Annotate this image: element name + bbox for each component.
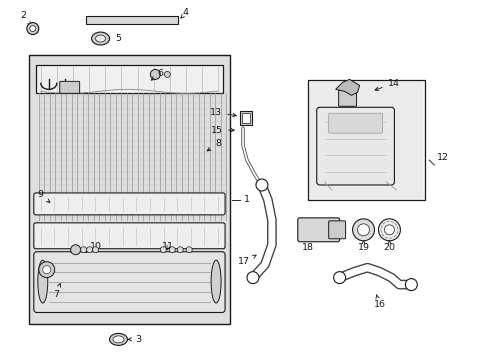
Bar (242, 113, 249, 123)
Circle shape (384, 225, 394, 235)
FancyBboxPatch shape (34, 193, 224, 215)
Ellipse shape (113, 336, 124, 343)
Circle shape (92, 247, 99, 253)
Bar (309, 82, 423, 198)
Circle shape (27, 23, 39, 35)
Text: 14: 14 (374, 79, 399, 90)
Circle shape (71, 245, 81, 255)
Text: 15: 15 (211, 126, 234, 135)
Circle shape (378, 219, 400, 241)
Circle shape (357, 224, 369, 236)
Text: 13: 13 (209, 108, 236, 117)
Circle shape (186, 247, 192, 253)
Circle shape (30, 26, 36, 32)
Circle shape (405, 279, 416, 291)
Text: 11: 11 (162, 242, 174, 251)
FancyBboxPatch shape (34, 223, 224, 249)
Circle shape (42, 266, 51, 274)
FancyBboxPatch shape (328, 221, 345, 239)
Circle shape (86, 247, 92, 253)
Text: 10: 10 (83, 242, 102, 252)
Text: 9: 9 (38, 190, 50, 202)
Text: 19: 19 (357, 240, 369, 252)
FancyBboxPatch shape (297, 218, 339, 242)
Circle shape (246, 272, 259, 284)
Circle shape (255, 179, 267, 191)
Text: 17: 17 (238, 255, 256, 266)
Ellipse shape (95, 35, 105, 42)
FancyBboxPatch shape (328, 113, 382, 133)
Circle shape (177, 247, 183, 253)
Text: 18: 18 (301, 238, 315, 252)
Circle shape (39, 262, 55, 278)
Ellipse shape (211, 260, 221, 303)
Text: 5: 5 (106, 34, 121, 43)
Circle shape (164, 71, 170, 77)
Text: 4: 4 (182, 8, 188, 17)
Text: 2: 2 (20, 11, 26, 20)
FancyBboxPatch shape (60, 81, 80, 93)
Circle shape (352, 219, 374, 241)
Ellipse shape (109, 333, 127, 345)
Text: 6: 6 (151, 69, 163, 80)
Polygon shape (335, 80, 359, 95)
Polygon shape (85, 15, 178, 24)
FancyBboxPatch shape (316, 107, 394, 185)
Polygon shape (36, 66, 223, 93)
Bar (240, 111, 251, 125)
Text: 16: 16 (373, 294, 385, 309)
Bar (29, 55, 229, 324)
Text: 7: 7 (53, 284, 61, 299)
Circle shape (81, 247, 86, 253)
Ellipse shape (91, 32, 109, 45)
FancyBboxPatch shape (34, 252, 224, 312)
Circle shape (150, 69, 160, 80)
Ellipse shape (38, 260, 48, 303)
Text: 3: 3 (128, 335, 141, 344)
Bar (307, 80, 425, 200)
Text: 20: 20 (383, 240, 395, 252)
Circle shape (333, 272, 345, 284)
Text: 8: 8 (207, 139, 221, 151)
Text: 1: 1 (244, 195, 249, 204)
Circle shape (169, 247, 175, 253)
Circle shape (160, 247, 166, 253)
Text: 12: 12 (436, 153, 448, 162)
FancyBboxPatch shape (338, 90, 356, 106)
